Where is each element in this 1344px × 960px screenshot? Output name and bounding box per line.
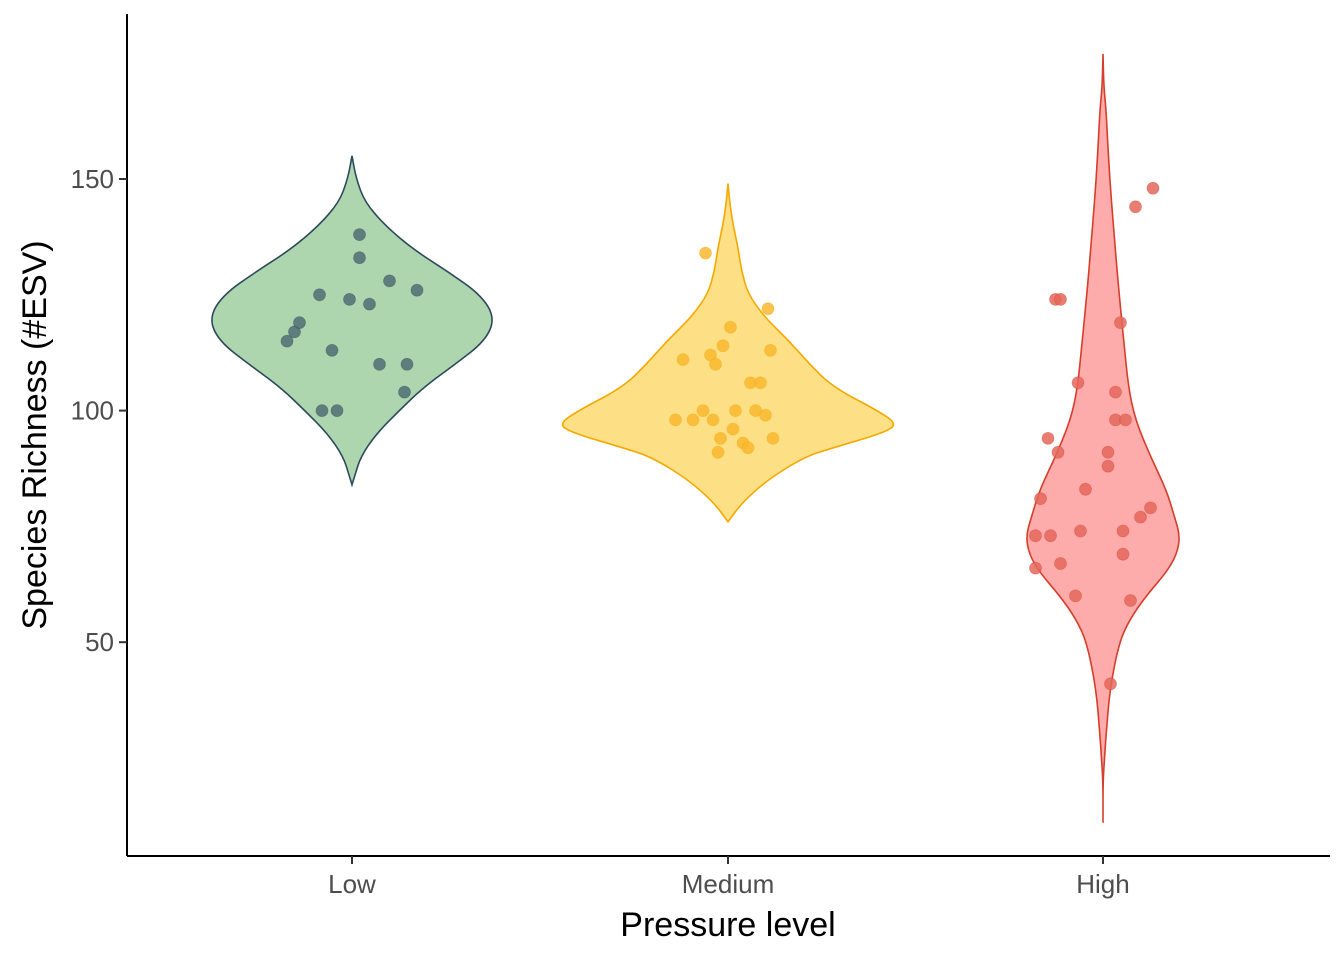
violin-high (1026, 53, 1180, 823)
x-tick-label-low: Low (328, 869, 376, 899)
data-point-medium-20 (761, 302, 775, 316)
data-point-medium-12 (726, 422, 740, 436)
data-point-high-7 (1054, 292, 1067, 306)
data-point-medium-8 (711, 445, 725, 459)
data-point-high-18 (1114, 316, 1127, 330)
data-point-high-6 (1051, 445, 1065, 459)
data-point-medium-10 (716, 339, 730, 353)
data-point-medium-18 (754, 376, 767, 390)
y-tick-label-100: 100 (71, 396, 114, 426)
data-point-high-10 (1071, 376, 1085, 390)
data-point-low-0 (280, 334, 294, 348)
data-point-high-0 (1029, 561, 1042, 575)
data-point-medium-21 (764, 343, 777, 357)
data-point-high-19 (1116, 524, 1130, 538)
data-point-medium-4 (699, 246, 712, 260)
data-point-high-21 (1119, 413, 1132, 427)
data-point-medium-19 (759, 408, 772, 422)
data-point-low-8 (353, 251, 366, 265)
data-point-high-11 (1074, 524, 1087, 538)
y-tick-label-50: 50 (85, 627, 114, 657)
violin-group-low (211, 155, 493, 488)
data-point-high-15 (1104, 677, 1117, 691)
data-point-medium-22 (766, 431, 780, 445)
data-point-high-13 (1101, 459, 1115, 473)
data-point-high-3 (1041, 431, 1055, 445)
x-tick-label-high: High (1076, 869, 1129, 899)
plot-area (211, 53, 1180, 823)
data-point-high-23 (1129, 200, 1142, 214)
y-axis-title: Species Richness (#ESV) (16, 240, 54, 629)
violin-low (211, 155, 493, 488)
data-point-high-12 (1079, 482, 1092, 496)
data-point-medium-11 (724, 320, 737, 334)
data-point-medium-15 (741, 441, 755, 455)
x-axis-title: Pressure level (620, 906, 835, 944)
data-point-medium-7 (709, 357, 722, 371)
data-point-medium-2 (686, 413, 700, 427)
data-point-low-7 (343, 292, 356, 306)
violin-group-medium (561, 183, 895, 524)
data-point-high-26 (1146, 181, 1160, 195)
data-point-low-12 (383, 274, 396, 288)
y-tick-label-150: 150 (71, 164, 114, 194)
data-point-low-13 (398, 385, 411, 399)
data-point-medium-0 (669, 413, 682, 427)
data-point-low-9 (353, 228, 366, 242)
data-point-low-6 (330, 404, 344, 418)
x-tick-label-medium: Medium (682, 869, 774, 899)
data-point-high-17 (1109, 385, 1122, 399)
data-point-high-8 (1054, 557, 1067, 570)
data-point-low-3 (313, 288, 326, 302)
data-point-low-11 (373, 357, 386, 371)
data-point-medium-3 (696, 404, 710, 418)
data-point-high-24 (1134, 510, 1147, 524)
data-point-high-1 (1029, 529, 1042, 543)
data-point-medium-1 (676, 353, 690, 367)
data-point-high-9 (1069, 589, 1082, 603)
data-point-low-15 (410, 283, 424, 297)
data-point-medium-17 (749, 404, 762, 418)
data-point-low-10 (363, 297, 376, 311)
data-point-high-22 (1124, 594, 1137, 607)
data-point-medium-13 (729, 404, 742, 418)
data-point-high-14 (1101, 445, 1115, 459)
data-point-medium-6 (706, 413, 720, 427)
data-point-high-2 (1034, 492, 1047, 506)
data-point-high-25 (1144, 501, 1157, 515)
data-point-low-14 (400, 357, 414, 371)
ticks: Low Medium High 50 100 150 (71, 164, 1130, 899)
violin-medium (561, 183, 895, 524)
data-point-medium-9 (714, 431, 727, 445)
data-point-high-4 (1044, 529, 1057, 543)
violin-group-high (1026, 53, 1180, 823)
data-point-low-2 (293, 316, 306, 330)
data-point-low-5 (325, 343, 339, 357)
data-point-high-20 (1116, 547, 1130, 561)
data-point-low-4 (315, 404, 329, 418)
